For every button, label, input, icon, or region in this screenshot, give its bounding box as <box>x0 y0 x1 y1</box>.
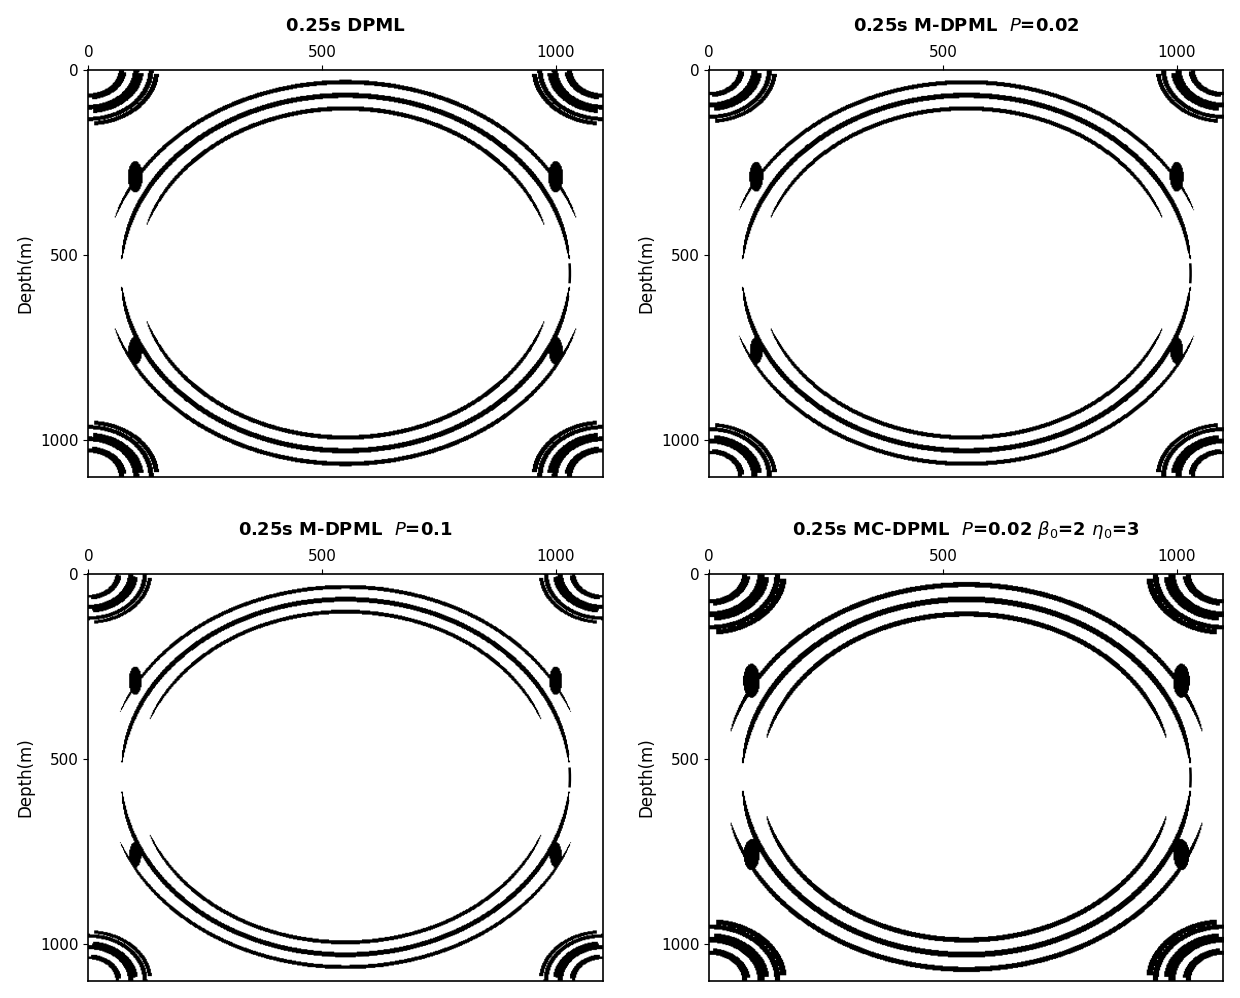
Y-axis label: Depth(m): Depth(m) <box>637 738 656 817</box>
Y-axis label: Depth(m): Depth(m) <box>637 234 656 313</box>
Title: 0.25s M-DPML  $P$=0.02: 0.25s M-DPML $P$=0.02 <box>853 17 1080 35</box>
Title: 0.25s M-DPML  $P$=0.1: 0.25s M-DPML $P$=0.1 <box>238 521 453 539</box>
Title: 0.25s MC-DPML  $P$=0.02 $\beta_0$=2 $\eta_0$=3: 0.25s MC-DPML $P$=0.02 $\beta_0$=2 $\eta… <box>792 519 1141 541</box>
Y-axis label: Depth(m): Depth(m) <box>16 738 35 817</box>
Y-axis label: Depth(m): Depth(m) <box>16 234 35 313</box>
Title: 0.25s DPML: 0.25s DPML <box>286 17 404 35</box>
